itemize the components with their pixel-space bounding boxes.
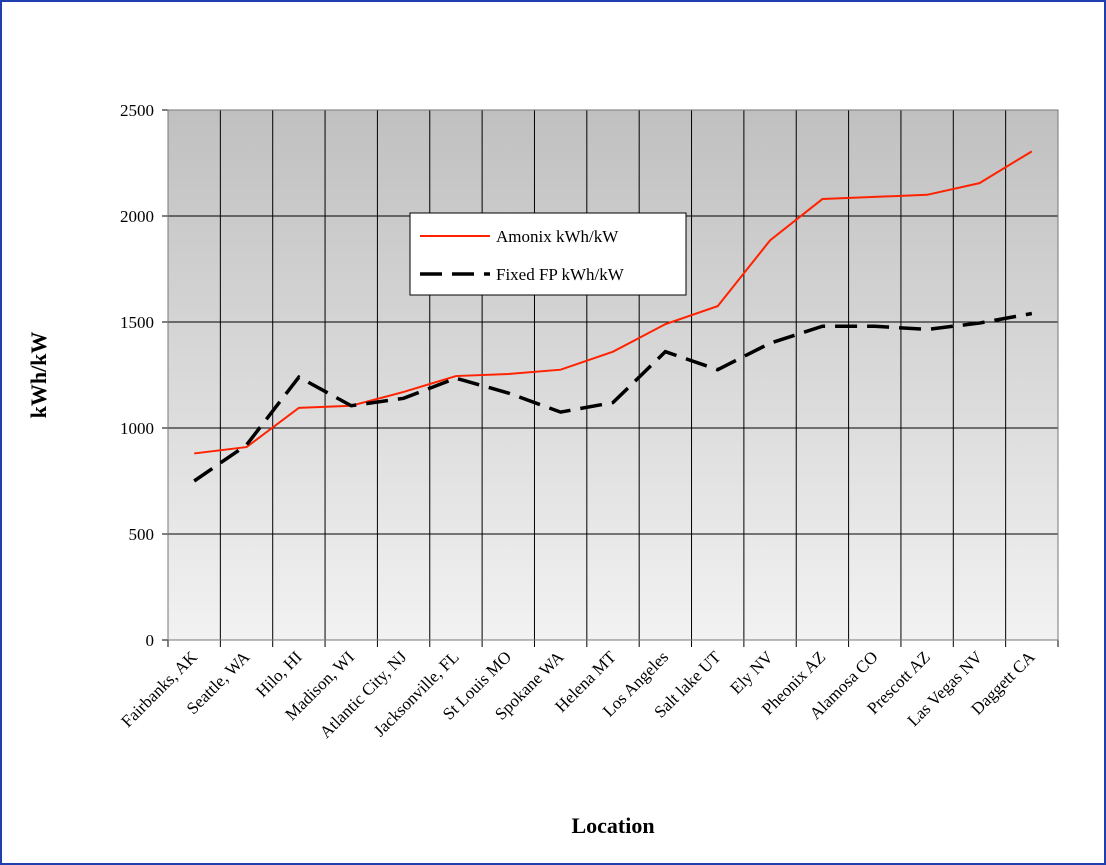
y-tick-label: 2000	[120, 207, 154, 226]
y-tick-label: 500	[129, 525, 155, 544]
plot-area	[168, 110, 1058, 640]
plot-border	[167, 109, 1059, 641]
y-tick-label: 0	[146, 631, 155, 650]
y-axis-label: kWh/kW	[26, 332, 51, 419]
legend-box	[409, 212, 687, 296]
y-tick-label: 1000	[120, 419, 154, 438]
x-axis-label: Location	[571, 813, 654, 838]
y-tick-label: 1500	[120, 313, 154, 332]
legend-label: Fixed FP kWh/kW	[496, 265, 625, 284]
y-tick-label: 2500	[120, 101, 154, 120]
series-line	[194, 150, 1033, 455]
series-line	[193, 311, 1033, 483]
legend-label: Amonix kWh/kW	[496, 227, 619, 246]
